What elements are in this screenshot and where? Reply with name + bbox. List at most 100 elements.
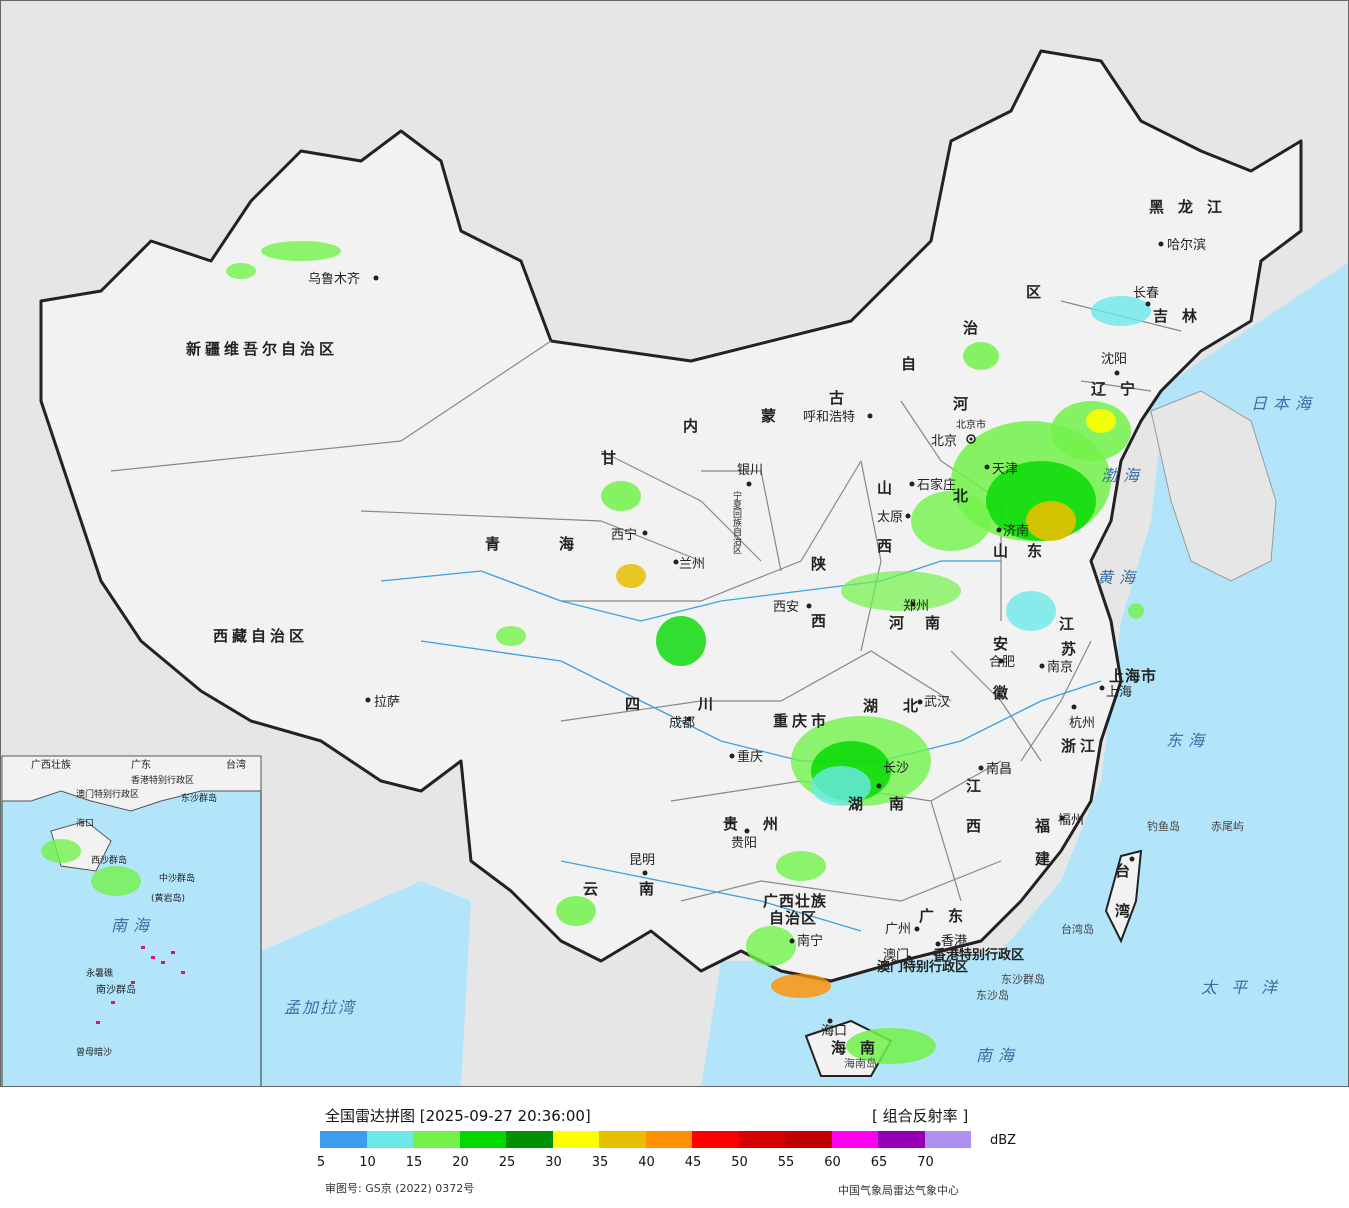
province-label: 区 [1026, 283, 1045, 301]
city-label: 广州 [885, 922, 911, 937]
province-label: 广东 [919, 907, 977, 925]
inset-label: 永暑礁 [86, 967, 113, 979]
island-label: 台湾岛 [1061, 922, 1094, 936]
city-label: 南京 [1047, 659, 1073, 675]
province-label: 川 [697, 695, 717, 713]
scale-color-cell [506, 1131, 553, 1148]
scale-color-cell [692, 1131, 739, 1148]
province-label: 南 [889, 795, 908, 813]
city-label: 武汉 [924, 695, 950, 710]
inset-label: 广东 [131, 758, 151, 771]
province-label: 甘 [601, 449, 620, 467]
approval-number: 审图号: GS京 (2022) 0372号 [325, 1182, 475, 1195]
inset-label: 广西壮族 [31, 758, 71, 771]
scale-tick-label: 30 [545, 1155, 562, 1170]
city-label: 乌鲁木齐 [308, 271, 360, 287]
city-label: 南昌 [986, 761, 1012, 777]
province-label: 内 [683, 417, 702, 435]
city-label: 兰州 [679, 557, 705, 572]
sea-label: 南海 [976, 1046, 1020, 1065]
scale-color-cell [738, 1131, 785, 1148]
city-label: 西宁 [611, 527, 637, 543]
scale-color-cell [413, 1131, 460, 1148]
scale-tick-label: 50 [731, 1155, 748, 1170]
inset-label: 南沙群岛 [96, 983, 136, 996]
city-label: 合肥 [989, 655, 1015, 670]
scale-color-cell [645, 1131, 692, 1148]
province-label: 建 [1035, 850, 1054, 868]
city-label: 昆明 [629, 853, 655, 868]
south-china-sea-inset: 广西壮族 广东 台湾 香港特别行政区 澳门特别行政区 东沙群岛 海口 西沙群岛 … [1, 755, 262, 1086]
inset-label: 澳门特别行政区 [76, 788, 139, 800]
sea-label: 太平洋 [1201, 978, 1291, 997]
inset-label: 台湾 [226, 758, 246, 771]
city-label: 银川 [737, 463, 763, 478]
island-label: 东沙群岛 [1001, 972, 1045, 986]
scale-tick-label: 55 [777, 1155, 795, 1170]
province-label: 北 [903, 697, 922, 715]
city-label: 上海 [1106, 685, 1132, 700]
scale-color-cell [366, 1131, 413, 1148]
province-label: 自 [901, 355, 920, 373]
sea-label: 渤海 [1101, 466, 1145, 485]
city-label: 哈尔滨 [1167, 237, 1206, 253]
province-label: 西 [966, 817, 985, 835]
city-labels: 乌鲁木齐 拉萨 西宁 兰州 银川 呼和浩特 北京 北京市 天津 石家庄 太原 济… [308, 237, 1206, 1039]
scale-color-cell [320, 1131, 367, 1148]
province-label: 西 [811, 612, 830, 630]
province-label: 陕 [811, 555, 830, 573]
city-label: 拉萨 [374, 695, 400, 710]
province-label: 辽宁 [1091, 380, 1149, 398]
province-label: 南 [639, 880, 658, 898]
data-source: 中国气象局雷达气象中心 [838, 1184, 959, 1197]
scale-tick-label: 10 [359, 1155, 376, 1170]
west-ocean [261, 881, 471, 1086]
city-label: 北京 [931, 434, 957, 449]
island-labels: 钓鱼岛 赤尾屿 台湾岛 东沙群岛 东沙岛 海南岛 [844, 819, 1244, 1070]
province-label: 上海市 [1109, 667, 1157, 685]
radar-map: 新疆维吾尔自治区 西藏自治区 青 海 甘 四 川 云 南 贵 州 重庆市 陕 西… [0, 0, 1349, 1087]
city-label: 澳门 [883, 947, 909, 963]
province-label: 湾 [1115, 902, 1134, 920]
province-label: 海 [559, 535, 578, 553]
china-land [39, 49, 1303, 983]
province-label: 北 [953, 487, 972, 505]
scale-tick-label: 70 [917, 1155, 934, 1170]
province-label: 新疆维吾尔自治区 [186, 340, 338, 358]
province-label: 宁夏回族自治区 [731, 490, 742, 554]
province-label: 浙江 [1061, 737, 1099, 755]
province-label: 州 [762, 815, 782, 833]
scale-tick-label: 20 [452, 1155, 469, 1170]
inset-label: 西沙群岛 [91, 854, 127, 866]
scale-color-cell [831, 1131, 878, 1148]
province-label: 治 [963, 319, 982, 337]
province-label: 东 [1027, 542, 1046, 560]
city-label: 重庆 [737, 749, 763, 765]
province-label: 安 [993, 635, 1012, 653]
inset-label: (黄岩岛) [151, 892, 185, 904]
scale-tick-label: 15 [405, 1155, 423, 1170]
province-label: 青 [485, 535, 504, 553]
inset-label: 香港特别行政区 [131, 774, 194, 786]
province-label: 古 [829, 389, 848, 407]
inset-label: 东沙群岛 [181, 792, 217, 804]
city-label: 长春 [1133, 286, 1159, 301]
province-label: 湖 [863, 697, 882, 715]
province-label: 江 [1059, 615, 1078, 633]
island-label: 东沙岛 [976, 988, 1009, 1002]
city-label: 香港 [941, 934, 967, 949]
province-label: 江 [966, 777, 985, 795]
city-label: 天津 [992, 462, 1018, 477]
city-label: 贵阳 [731, 836, 757, 851]
province-label: 蒙 [761, 407, 780, 425]
city-label: 郑州 [903, 599, 929, 614]
unit-label: dBZ [990, 1133, 1017, 1148]
city-label: 石家庄 [917, 477, 956, 493]
scale-color-cell [599, 1131, 646, 1148]
province-label: 苏 [1061, 640, 1080, 658]
province-label: 福 [1034, 817, 1054, 835]
color-scale [320, 1131, 971, 1148]
province-label: 四 [625, 695, 644, 713]
province-label: 山 [877, 479, 896, 497]
province-label: 河 [889, 614, 908, 632]
